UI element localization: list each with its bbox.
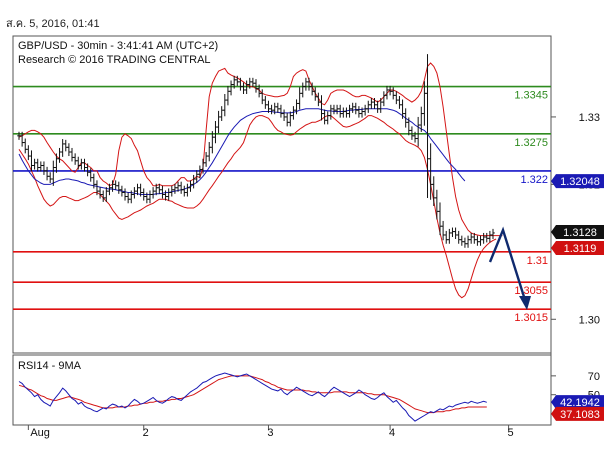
bands-layer [18, 62, 503, 299]
rsi-badge-blue: 42.1942 [551, 395, 604, 410]
bollinger-lower [18, 115, 497, 299]
forecast-arrow [488, 226, 531, 310]
rsi-layer [18, 372, 487, 422]
price-badge-last-bg [551, 224, 604, 239]
rsi-badge-blue-bg [551, 395, 604, 410]
rsi-badge-red-text: 37.1083 [560, 409, 600, 421]
y-tick-label: 1.30 [579, 314, 600, 326]
rsi-ma-line [18, 375, 487, 414]
rsi-badge-blue-text: 42.1942 [560, 397, 600, 409]
price-badge-red-bg [551, 241, 604, 256]
price-badge-last: 1.3128 [551, 224, 604, 239]
level-label: 1.3345 [514, 90, 548, 102]
candle [491, 228, 495, 240]
level-label: 1.3275 [514, 137, 548, 149]
level-label: 1.3015 [514, 312, 548, 324]
rsi-badge-red: 37.1083 [551, 406, 604, 421]
price-badge-blue: 1.32048 [551, 174, 604, 189]
price-badge-blue-text: 1.32048 [560, 176, 600, 188]
y-tick-label: 1.33 [579, 112, 600, 124]
chart-date: ส.ค. 5, 2016, 01:41 [6, 18, 100, 30]
levels-layer: 1.3345 1.3275 1.322 1.31 1.3055 1.3015 [13, 85, 551, 324]
price-badge-red-text: 1.3119 [564, 243, 597, 255]
bollinger-upper [18, 62, 503, 237]
rsi-label: RSI14 - 9MA [18, 360, 82, 372]
level-label: 1.322 [520, 174, 548, 186]
rsi-line [18, 372, 487, 422]
price-badge-last-text: 1.3128 [563, 227, 597, 239]
x-tick-label: 5 [508, 427, 514, 439]
moving-average [18, 108, 466, 195]
x-tick-label: 4 [389, 427, 395, 439]
x-tick-label: 2 [143, 427, 149, 439]
candles-layer [17, 54, 495, 248]
chart-source: Research © 2016 TRADING CENTRAL [18, 54, 211, 66]
price-badge-blue-bg [551, 174, 604, 189]
rsi-badge-red-bg [551, 406, 604, 421]
x-tick-label: Aug [30, 427, 50, 439]
rsi-tick-label: 70 [588, 371, 600, 383]
price-pane [12, 35, 552, 354]
chart-title: GBP/USD - 30min - 3:41:41 AM (UTC+2) [18, 40, 218, 52]
level-label: 1.3055 [514, 285, 548, 297]
x-tick-label: 3 [267, 427, 273, 439]
level-label: 1.31 [527, 255, 548, 267]
price-badge-red: 1.3119 [551, 241, 604, 256]
